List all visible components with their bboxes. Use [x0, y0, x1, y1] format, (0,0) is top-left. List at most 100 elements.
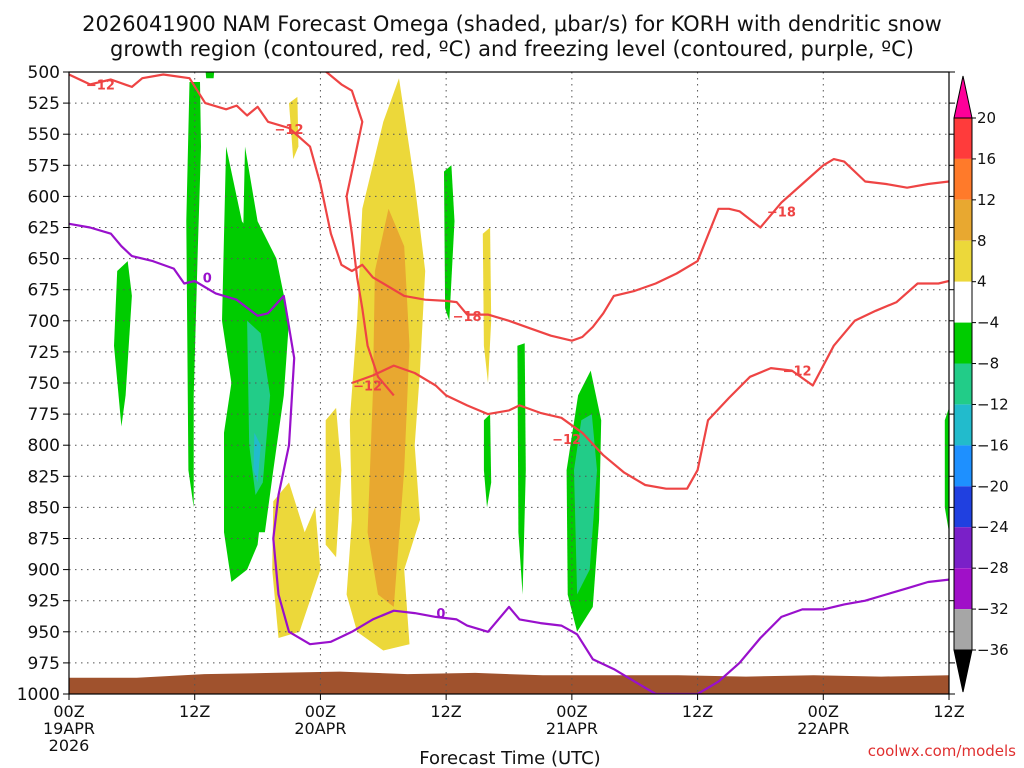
- colorbar-bin: [954, 158, 972, 200]
- colorbar-bin: [954, 240, 972, 282]
- x-tick-label: 12Z: [179, 702, 210, 721]
- y-tick-label: 675: [28, 281, 60, 301]
- y-tick-label: 600: [28, 187, 60, 207]
- colorbar-bottom-arrow: [953, 649, 973, 693]
- colorbar-label: −16: [977, 436, 1009, 454]
- y-tick-label: 550: [28, 125, 60, 145]
- x-tick-label: 19APR: [43, 719, 95, 738]
- colorbar-label: 12: [977, 191, 996, 209]
- colorbar-bin: [954, 609, 972, 650]
- y-tick-label: 925: [28, 592, 60, 612]
- colorbar-bin: [954, 486, 972, 528]
- colorbar-label: 16: [977, 150, 996, 168]
- colorbar-bin: [954, 363, 972, 405]
- y-tick-label: 650: [28, 250, 60, 270]
- colorbar-bin: [954, 568, 972, 610]
- contour-label: −18: [767, 205, 796, 220]
- green-cell-h43: [517, 343, 526, 595]
- x-tick-label: 12Z: [682, 702, 713, 721]
- y-tick-label: 725: [28, 343, 60, 363]
- yellow-cell-h24: [272, 482, 321, 638]
- x-tick-label: 00Z: [808, 702, 839, 721]
- contour-label: −12: [783, 365, 812, 380]
- colorbar-top-arrow: [953, 75, 973, 119]
- contour-label: 0: [436, 607, 445, 622]
- y-tick-label: 525: [28, 94, 60, 114]
- contour-line: [69, 73, 949, 342]
- y-tick-label: 975: [28, 654, 60, 674]
- y-tick-label: 900: [28, 561, 60, 581]
- contour-line: [351, 279, 949, 490]
- colorbar-bin: [954, 404, 972, 446]
- colorbar-bin: [954, 322, 972, 364]
- x-tick-label: 12Z: [430, 702, 461, 721]
- teal-cell-h49: [574, 414, 597, 595]
- x-tick-label: 00Z: [53, 702, 84, 721]
- colorbar-label: −20: [977, 477, 1009, 495]
- green-cell-h13top: [205, 72, 215, 79]
- chart-title-line1: 2026041900 NAM Forecast Omega (shaded, μ…: [82, 12, 942, 36]
- yellow-cell-h26: [325, 407, 342, 558]
- y-tick-label: 825: [28, 467, 60, 487]
- omega-shading-layer: [114, 72, 949, 651]
- contour-label: −12: [552, 433, 581, 448]
- contour-label: −18: [453, 310, 482, 325]
- colorbar-bin: [954, 281, 972, 323]
- colorbar-bin: [954, 527, 972, 569]
- colorbar: 20 16 12 8 4 −4 −8 −12 −16 −20 −24 −28 −32 −36: [953, 75, 1009, 693]
- x-tick-label: 12Z: [933, 702, 964, 721]
- y-tick-label: 575: [28, 156, 60, 176]
- y-tick-label: 800: [28, 436, 60, 456]
- contour-label: 0: [203, 271, 212, 286]
- green-cell-h5: [114, 261, 132, 427]
- contour-label: −12: [275, 123, 304, 138]
- y-tick-label: 875: [28, 530, 60, 550]
- contour-labels: −12 −12 −18 −12 −12 −18 −12 0 0: [86, 78, 812, 622]
- y-tick-label: 750: [28, 374, 60, 394]
- colorbar-bin: [954, 199, 972, 241]
- colorbar-label: −32: [977, 600, 1009, 618]
- x-tick-label: 20APR: [294, 719, 346, 738]
- y-axis-ticks: 500 525 550 575 600 625 650 675 700 725 750 775 800 8…: [17, 63, 955, 705]
- chart-title-line2: growth region (contoured, red, ºC) and f…: [110, 37, 914, 61]
- contour-label: −12: [86, 78, 115, 93]
- credit-text: coolwx.com/models: [868, 742, 1016, 760]
- grid-lines: [69, 72, 949, 694]
- colorbar-label: −28: [977, 559, 1009, 577]
- yellow-cell-h21: [289, 96, 299, 160]
- y-tick-label: 1000: [17, 685, 60, 705]
- colorbar-label: 20: [977, 109, 996, 127]
- colorbar-bin: [954, 118, 972, 159]
- y-tick-label: 625: [28, 219, 60, 239]
- contour-line: [69, 222, 949, 694]
- green-cell-h36: [444, 165, 455, 321]
- colorbar-bin: [954, 445, 972, 487]
- green-cell-h84: [944, 407, 949, 533]
- green-cell-h12: [186, 82, 201, 508]
- x-tick-label: 00Z: [556, 702, 587, 721]
- y-tick-label: 500: [28, 63, 60, 83]
- colorbar-label: −12: [977, 396, 1009, 414]
- x-tick-label: 00Z: [305, 702, 336, 721]
- x-axis-label: Forecast Time (UTC): [419, 748, 600, 768]
- green-cell-h39: [483, 414, 492, 508]
- terrain-layer: [69, 671, 949, 694]
- x-tick-label: 2026: [49, 736, 90, 755]
- colorbar-label: −36: [977, 641, 1009, 659]
- contour-label: −12: [353, 380, 382, 395]
- y-tick-label: 700: [28, 312, 60, 332]
- y-tick-label: 850: [28, 498, 60, 518]
- colorbar-label: −8: [977, 355, 999, 373]
- colorbar-label: 8: [977, 232, 987, 250]
- contour-line: [324, 72, 395, 397]
- terrain-band: [69, 671, 949, 694]
- yellow-cell-h40: [482, 227, 492, 383]
- teal-cell-h17: [247, 320, 271, 495]
- colorbar-label: −4: [977, 314, 999, 332]
- y-tick-label: 775: [28, 405, 60, 425]
- colorbar-label: 4: [977, 273, 987, 291]
- colorbar-label: −24: [977, 518, 1009, 536]
- y-tick-label: 950: [28, 623, 60, 643]
